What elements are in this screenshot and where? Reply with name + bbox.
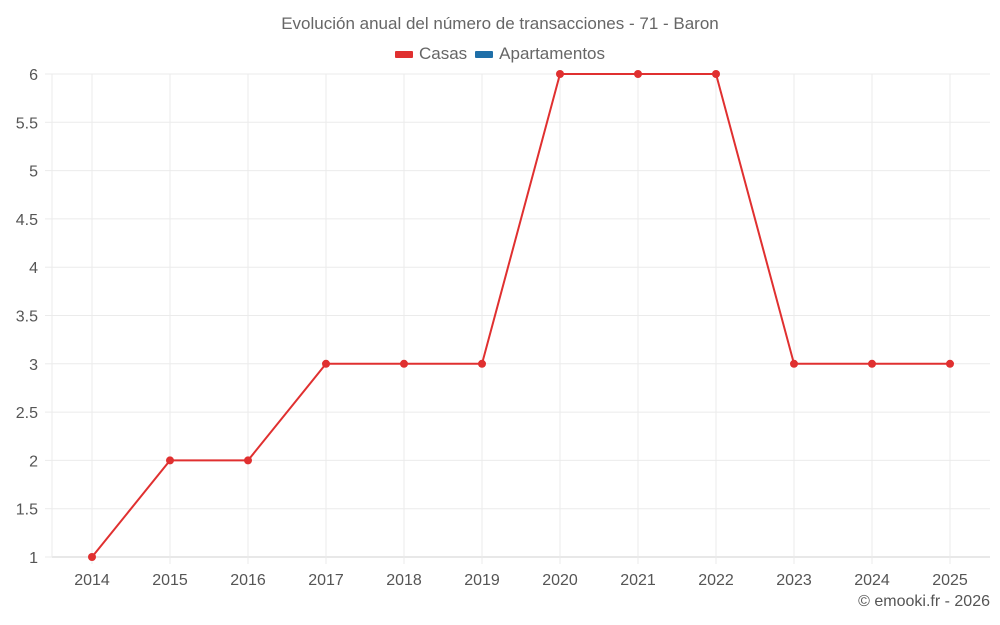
x-tick-label: 2022: [698, 572, 734, 589]
y-tick-label: 5: [29, 164, 38, 181]
y-tick-label: 2.5: [16, 405, 38, 422]
data-point: [556, 70, 564, 78]
apartamentos-swatch-icon: [475, 50, 494, 58]
data-point: [322, 359, 330, 368]
data-point: [868, 359, 876, 368]
y-tick-label: 4: [29, 260, 38, 277]
legend-label-apartamentos: Apartamentos: [499, 44, 606, 63]
data-point: [946, 359, 954, 368]
x-tick-label: 2014: [74, 572, 110, 589]
legend-label-casas: Casas: [418, 44, 468, 63]
casas-swatch-icon: [394, 50, 413, 58]
x-tick-label: 2024: [854, 572, 890, 589]
y-tick-label: 3.5: [16, 309, 38, 326]
x-tick-label: 2016: [230, 572, 266, 589]
data-point: [244, 456, 252, 465]
copyright-footer: © emooki.fr - 2026: [858, 593, 990, 610]
data-point: [166, 456, 174, 465]
legend-item-apartamentos[interactable]: Apartamentos: [475, 44, 605, 64]
y-tick-label: 6: [29, 67, 38, 84]
x-tick-label: 2023: [776, 572, 812, 589]
x-tick-label: 2015: [152, 572, 188, 589]
data-point: [478, 359, 486, 368]
x-tick-label: 2021: [620, 572, 656, 589]
y-tick-label: 3: [29, 357, 38, 374]
x-tick-label: 2018: [386, 572, 422, 589]
y-tick-label: 2: [29, 453, 38, 470]
y-tick-label: 1: [29, 550, 38, 567]
y-tick-label: 1.5: [16, 502, 38, 519]
x-tick-label: 2019: [464, 572, 500, 589]
data-point: [790, 359, 798, 368]
legend-item-casas[interactable]: Casas: [394, 44, 468, 64]
y-tick-label: 4.5: [16, 212, 38, 229]
x-tick-label: 2025: [932, 572, 968, 589]
data-point: [400, 359, 408, 368]
series-line-casas: [91, 73, 950, 558]
x-tick-label: 2020: [542, 572, 578, 589]
data-point: [88, 553, 96, 561]
chart-title: Evolución anual del número de transaccio…: [281, 14, 719, 33]
legend: Casas Apartamentos: [0, 44, 1000, 64]
x-tick-label: 2017: [308, 572, 344, 589]
y-tick-label: 5.5: [16, 115, 38, 132]
data-point: [634, 70, 642, 78]
data-point: [712, 70, 720, 78]
